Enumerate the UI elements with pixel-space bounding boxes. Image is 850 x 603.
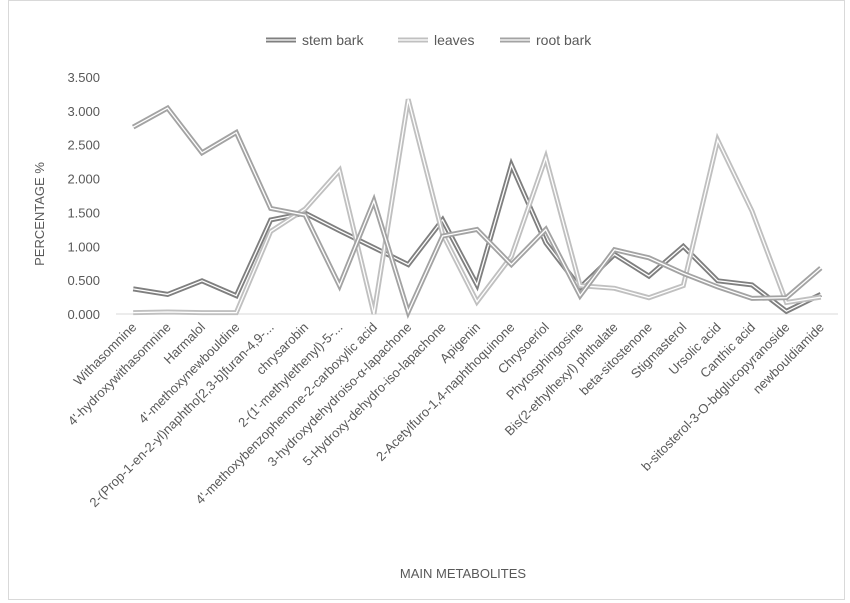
y-tick-label: 3.500 bbox=[67, 70, 100, 85]
y-tick-label: 0.500 bbox=[67, 273, 100, 288]
y-tick-label: 3.000 bbox=[67, 104, 100, 119]
y-tick-label: 0.000 bbox=[67, 307, 100, 322]
series-line-highlight bbox=[133, 99, 821, 315]
y-tick-label: 1.000 bbox=[67, 239, 100, 254]
series-lines bbox=[131, 98, 823, 320]
legend: stem bark leaves root bark bbox=[266, 32, 592, 48]
y-axis-label: PERCENTAGE % bbox=[32, 162, 47, 266]
y-tick-label: 2.000 bbox=[67, 172, 100, 187]
y-tick-labels: 0.000 0.500 1.000 1.500 2.000 2.500 3.000 3.500 bbox=[67, 70, 100, 322]
series-line-highlight bbox=[132, 107, 822, 314]
legend-label: root bark bbox=[536, 32, 592, 48]
legend-label: stem bark bbox=[302, 32, 364, 48]
y-tick-label: 1.500 bbox=[67, 205, 100, 220]
chart-frame bbox=[8, 0, 845, 600]
series-line-highlight bbox=[133, 163, 822, 313]
legend-label: leaves bbox=[434, 32, 474, 48]
x-tick-labels: Withasomnine4'-hydroxywithasomnineHarmal… bbox=[65, 319, 827, 510]
x-axis-label: MAIN METABOLITES bbox=[400, 566, 526, 581]
y-tick-label: 2.500 bbox=[67, 138, 100, 153]
